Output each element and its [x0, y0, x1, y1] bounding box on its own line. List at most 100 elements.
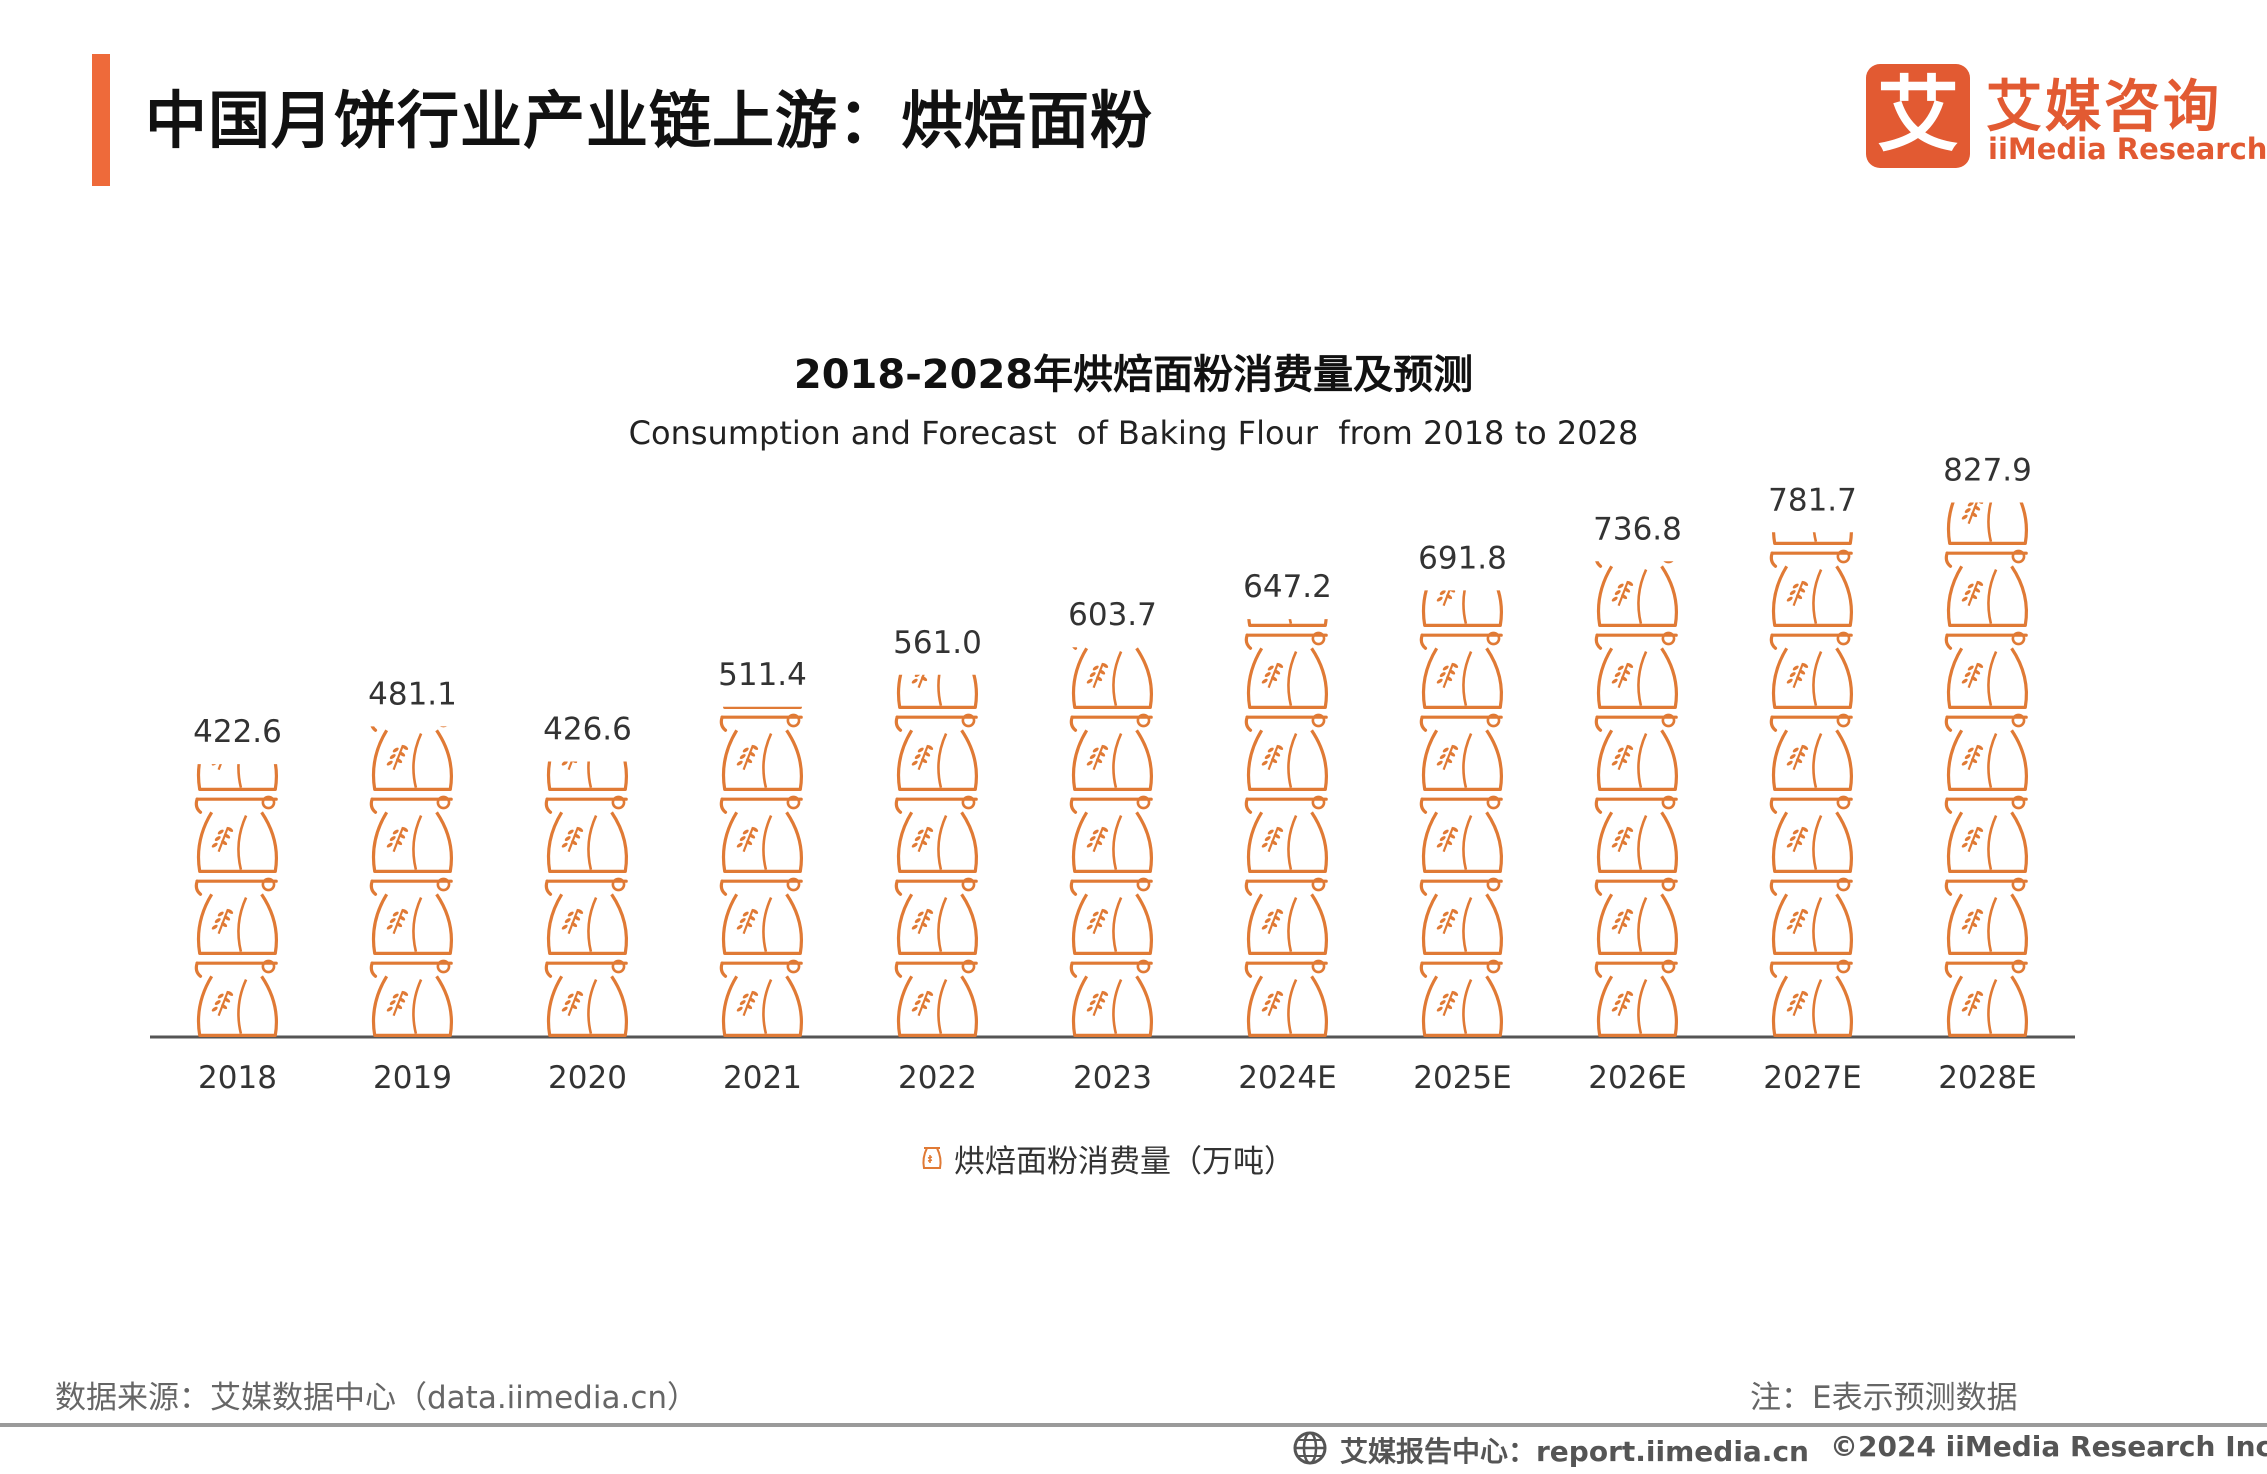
flour-bag-icon	[194, 877, 278, 955]
flour-bag-icon	[1594, 959, 1678, 1037]
flour-bag-icon	[894, 877, 978, 955]
x-tick-label: 2018	[198, 1060, 277, 1096]
flour-bag-icon	[719, 713, 803, 791]
x-tick-label: 2022	[898, 1060, 977, 1096]
flour-bag-icon	[1944, 713, 2028, 791]
chart-subtitle: Consumption and Forecast of Baking Flour…	[628, 414, 1639, 452]
data-label: 603.7	[1068, 597, 1157, 633]
flour-bag-icon	[1419, 713, 1503, 791]
title-accent-bar	[92, 54, 110, 186]
data-label: 426.6	[543, 712, 632, 748]
flour-bag-icon	[369, 795, 453, 873]
bar-2028E	[1944, 502, 2028, 1037]
globe-icon	[1293, 1431, 1327, 1465]
x-tick-label: 2028E	[1938, 1060, 2036, 1096]
flour-bag-icon	[1419, 959, 1503, 1037]
flour-bag-icon	[194, 959, 278, 1037]
x-tick-label: 2025E	[1413, 1060, 1511, 1096]
flour-bag-icon	[369, 877, 453, 955]
x-tick-label: 2023	[1073, 1060, 1152, 1096]
flour-bag-icon	[719, 795, 803, 873]
logo-name-cn: 艾媒咨询	[1986, 75, 2222, 140]
flour-bag-icon	[546, 761, 628, 791]
data-label: 481.1	[368, 676, 457, 712]
flour-bag-icon	[1244, 713, 1328, 791]
flour-bag-icon	[894, 959, 978, 1037]
flour-bag-icon	[1244, 959, 1328, 1037]
flour-bag-icon	[1769, 549, 1853, 627]
bar-2025E	[1419, 590, 1503, 1037]
x-tick-label: 2019	[373, 1060, 452, 1096]
data-label: 511.4	[718, 657, 807, 693]
flour-bag-icon	[1769, 631, 1853, 709]
flour-bag-icon	[1944, 877, 2028, 955]
flour-bag-icon	[544, 877, 628, 955]
flour-bag-icon	[1944, 795, 2028, 873]
bar-2020	[544, 761, 628, 1037]
data-label: 691.8	[1418, 540, 1507, 576]
flour-bag-icon	[1069, 713, 1153, 791]
forecast-note: 注：E表示预测数据	[1750, 1380, 2018, 1416]
logo-mark: 艾	[1866, 64, 1970, 168]
flour-bag-icon	[1944, 959, 2028, 1037]
footer-divider	[0, 1423, 2267, 1427]
flour-bag-icon	[1594, 713, 1678, 791]
flour-bag-icon	[719, 877, 803, 955]
logo-name-en: iiMedia Research	[1988, 132, 2267, 166]
chart-title: 2018-2028年烘焙面粉消费量及预测	[793, 352, 1474, 398]
flour-bag-icon	[1944, 549, 2028, 627]
x-tick-label: 2021	[723, 1060, 802, 1096]
flour-bag-icon	[1594, 795, 1678, 873]
flour-bag-icon	[723, 706, 802, 709]
flour-bag-icon	[1594, 631, 1678, 709]
data-source: 数据来源：艾媒数据中心（data.iimedia.cn）	[55, 1380, 699, 1416]
flour-bag-icon	[1421, 590, 1503, 627]
x-tick-label: 2027E	[1763, 1060, 1861, 1096]
bar-2019	[369, 726, 453, 1037]
copyright: ©2024 iiMedia Research Inc	[1830, 1430, 2267, 1463]
report-center-link[interactable]: 艾媒报告中心：report.iimedia.cn	[1340, 1435, 1809, 1468]
x-tick-label: 2026E	[1588, 1060, 1686, 1096]
flour-bag-icon	[196, 764, 278, 791]
flour-bag-icon	[894, 795, 978, 873]
flour-bag-icon	[896, 674, 978, 709]
flour-bag-icon	[1244, 795, 1328, 873]
flour-bag-icon	[894, 713, 978, 791]
flour-bag-icon	[1071, 647, 1153, 709]
x-tick-label: 2020	[548, 1060, 627, 1096]
flour-bag-icon	[1419, 795, 1503, 873]
flour-bag-icon	[1069, 959, 1153, 1037]
flour-bag-icon	[370, 726, 453, 791]
flour-bag-icon	[1419, 877, 1503, 955]
flour-bag-icon	[1769, 713, 1853, 791]
data-label: 736.8	[1593, 511, 1682, 547]
data-label: 827.9	[1943, 452, 2032, 488]
flour-bag-icon	[544, 795, 628, 873]
bar-2018	[194, 764, 278, 1037]
flour-bag-icon	[1769, 877, 1853, 955]
flour-bag-icon	[1244, 877, 1328, 955]
bar-2022	[894, 674, 978, 1037]
flour-bag-icon	[1772, 532, 1853, 545]
flour-bag-icon	[1944, 631, 2028, 709]
bar-2023	[1069, 647, 1153, 1037]
flour-bag-icon	[1594, 877, 1678, 955]
flour-bag-icon	[194, 795, 278, 873]
x-tick-label: 2024E	[1238, 1060, 1336, 1096]
flour-bag-icon	[1946, 502, 2028, 545]
flour-bag-icon	[544, 959, 628, 1037]
flour-bag-icon	[1769, 959, 1853, 1037]
bar-2024E	[1244, 619, 1328, 1037]
flour-bag-icon	[1419, 631, 1503, 709]
flour-bag-icon	[1069, 795, 1153, 873]
flour-bag-icon	[1244, 631, 1328, 709]
data-label: 781.7	[1768, 482, 1857, 518]
flour-bag-icon	[719, 959, 803, 1037]
flour-bag-icon	[922, 1147, 942, 1169]
page-title: 中国月饼行业产业链上游：烘焙面粉	[145, 84, 1154, 157]
flour-bag-icon	[1247, 619, 1328, 627]
bar-2026E	[1594, 561, 1678, 1037]
data-label: 422.6	[193, 714, 282, 750]
flour-bag-icon	[1595, 561, 1678, 627]
